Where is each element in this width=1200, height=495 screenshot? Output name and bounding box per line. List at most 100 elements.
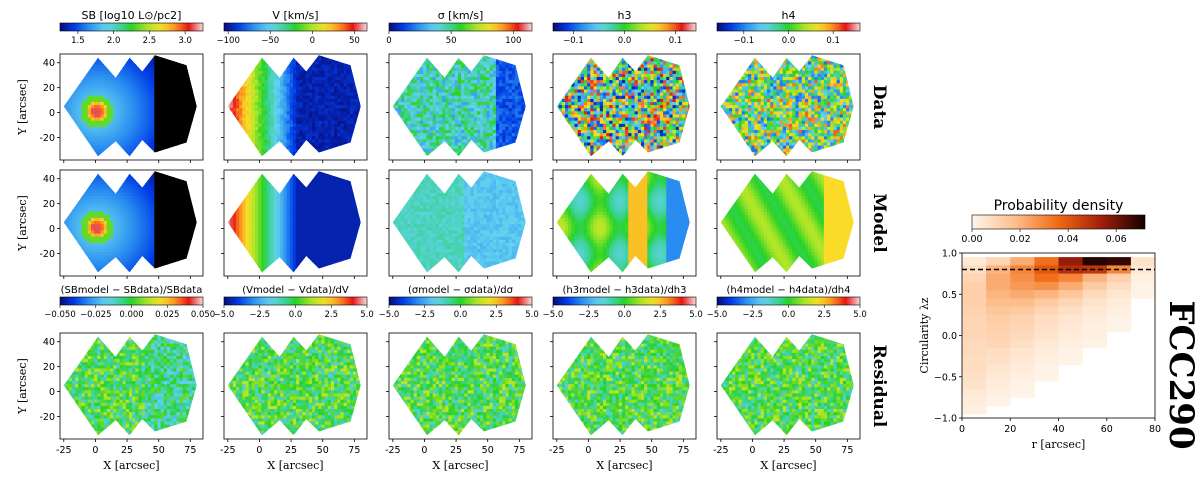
map-cell	[445, 95, 450, 99]
map-cell	[286, 107, 291, 112]
map-cell	[100, 126, 105, 130]
map-cell	[429, 85, 434, 90]
map-cell	[318, 104, 323, 109]
map-cell	[293, 60, 297, 65]
map-cell	[477, 85, 481, 90]
colorbar-tick-label: −5.0	[707, 310, 728, 320]
map-cell	[242, 98, 247, 102]
map-cell	[264, 110, 269, 115]
map-cell	[451, 135, 456, 140]
map-cell	[103, 95, 108, 99]
map-cell	[170, 132, 174, 137]
map-cell	[343, 101, 348, 106]
map-cell	[176, 141, 181, 146]
map-cell	[110, 82, 114, 87]
map-cell	[330, 67, 335, 71]
map-cell	[334, 60, 338, 65]
map-cell	[103, 141, 108, 146]
map-cell	[334, 126, 338, 130]
map-cell	[72, 113, 76, 118]
map-cell	[274, 101, 278, 106]
map-cell	[315, 126, 319, 130]
map-cell	[264, 138, 269, 143]
map-cell	[229, 101, 234, 106]
map-cell	[454, 113, 459, 118]
map-cell	[470, 76, 475, 81]
map-cell	[521, 110, 525, 115]
map-cell	[122, 92, 127, 96]
map-cell	[356, 95, 360, 99]
map-cell	[151, 85, 155, 90]
map-cell	[343, 141, 348, 146]
colorbar-tick-label: 0.0	[618, 36, 632, 46]
map-cell	[308, 132, 313, 137]
map-cell	[189, 113, 193, 118]
map-cell	[103, 132, 108, 137]
map-cell	[574, 120, 579, 124]
map-cell	[505, 98, 510, 102]
map-cell	[574, 101, 579, 106]
map-cell	[435, 113, 440, 118]
map-cell	[267, 70, 272, 74]
map-cell	[423, 138, 427, 143]
map-cell	[97, 151, 102, 155]
map-cell	[324, 98, 329, 102]
map-cell	[480, 88, 484, 93]
map-cell	[489, 120, 494, 124]
map-cell	[106, 141, 111, 146]
map-cell	[337, 88, 342, 93]
map-cell	[343, 79, 348, 84]
map-cell	[340, 82, 345, 87]
map-cell	[353, 98, 357, 102]
map-cell	[267, 92, 272, 96]
map-cell	[170, 79, 174, 84]
map-cell	[343, 135, 348, 140]
map-cell	[151, 92, 155, 96]
map-cell	[75, 95, 79, 99]
map-cell	[166, 101, 171, 106]
map-cell	[349, 126, 354, 130]
map-cell	[192, 101, 196, 106]
map-cell	[305, 76, 310, 81]
map-cell	[170, 82, 174, 87]
map-cell	[299, 73, 304, 77]
map-cell	[423, 145, 427, 149]
map-cell	[141, 110, 146, 115]
map-cell	[173, 120, 178, 124]
map-cell	[327, 76, 332, 81]
map-cell	[173, 88, 178, 93]
map-cell	[87, 95, 92, 99]
map-cell	[296, 60, 300, 65]
map-cell	[511, 88, 516, 93]
map-cell	[505, 60, 510, 65]
map-cell	[242, 113, 247, 118]
map-cell	[135, 85, 140, 90]
map-cell	[349, 95, 354, 99]
map-cell	[473, 101, 478, 106]
map-cell	[343, 95, 348, 99]
map-cell	[340, 135, 345, 140]
map-cell	[97, 98, 102, 102]
map-cell	[568, 88, 572, 93]
map-cell	[445, 123, 450, 127]
map-cell	[293, 79, 297, 84]
map-cell	[492, 107, 497, 112]
map-cell	[232, 113, 237, 118]
map-cell	[135, 110, 140, 115]
map-cell	[467, 101, 472, 106]
map-cell	[327, 110, 332, 115]
map-cell	[239, 104, 243, 109]
map-cell	[151, 76, 155, 81]
map-cell	[289, 113, 294, 118]
map-cell	[157, 67, 162, 71]
map-cell	[454, 107, 459, 112]
map-cell	[420, 107, 424, 112]
map-cell	[312, 92, 316, 96]
map-cell	[289, 129, 294, 134]
map-cell	[125, 88, 130, 93]
map-cell	[505, 113, 510, 118]
map-cell	[397, 107, 402, 112]
map-cell	[113, 126, 117, 130]
map-cell	[103, 120, 108, 124]
map-cell	[473, 120, 478, 124]
